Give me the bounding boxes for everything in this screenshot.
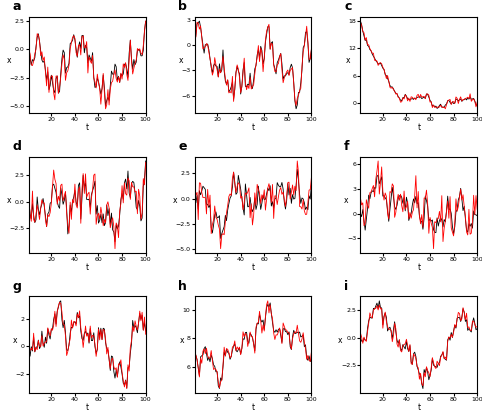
Text: g: g	[13, 280, 22, 293]
Y-axis label: x: x	[346, 56, 350, 65]
Text: i: i	[344, 280, 348, 293]
Y-axis label: x: x	[7, 56, 11, 65]
Y-axis label: x: x	[344, 196, 348, 205]
Y-axis label: x: x	[180, 336, 184, 345]
Text: b: b	[178, 0, 187, 13]
Text: e: e	[178, 140, 187, 153]
Y-axis label: x: x	[338, 336, 343, 345]
Text: a: a	[13, 0, 21, 13]
X-axis label: t: t	[86, 403, 89, 412]
Text: h: h	[178, 280, 187, 293]
X-axis label: t: t	[252, 263, 254, 272]
X-axis label: t: t	[417, 403, 420, 412]
X-axis label: t: t	[86, 123, 89, 132]
Y-axis label: x: x	[7, 196, 11, 205]
Text: d: d	[13, 140, 22, 153]
Y-axis label: x: x	[173, 196, 177, 205]
Text: c: c	[344, 0, 351, 13]
Text: f: f	[344, 140, 349, 153]
X-axis label: t: t	[86, 263, 89, 272]
X-axis label: t: t	[252, 403, 254, 412]
X-axis label: t: t	[417, 263, 420, 272]
X-axis label: t: t	[252, 123, 254, 132]
Y-axis label: x: x	[178, 56, 183, 65]
Y-axis label: x: x	[13, 336, 17, 345]
X-axis label: t: t	[417, 123, 420, 132]
